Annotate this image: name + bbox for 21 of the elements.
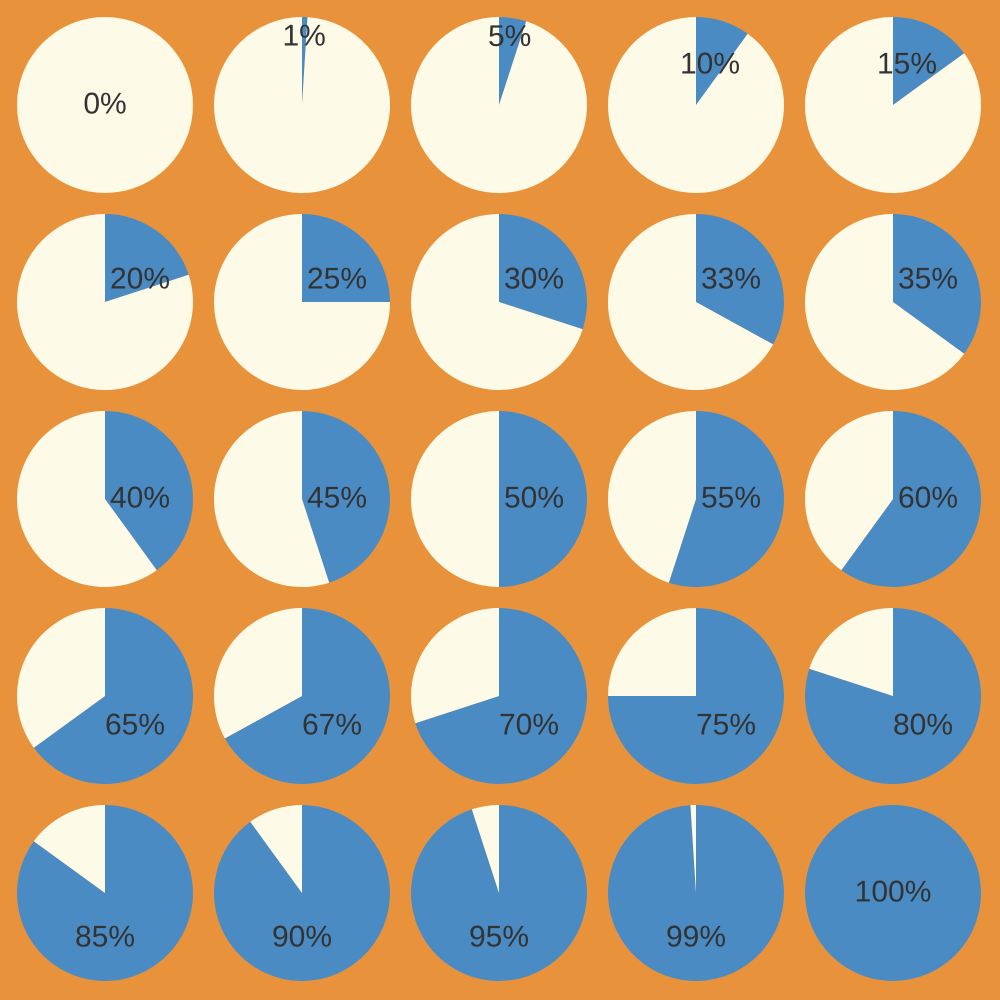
data-label: 50% — [504, 481, 564, 514]
data-label: 20% — [110, 262, 170, 296]
data-label: 33% — [700, 262, 762, 296]
data-label: 70% — [498, 708, 560, 742]
data-label: 80% — [892, 708, 954, 742]
data-label: 67% — [302, 708, 362, 742]
data-label: 95% — [468, 920, 530, 954]
data-label: 25% — [306, 262, 368, 296]
data-label: 60% — [898, 481, 958, 514]
data-label: 99% — [666, 920, 726, 954]
data-label: 85% — [74, 920, 136, 954]
data-label: 45% — [306, 481, 368, 514]
data-label: 100% — [854, 875, 932, 908]
data-label: 55% — [700, 481, 762, 514]
data-label: 75% — [696, 708, 756, 742]
data-label: 65% — [104, 708, 166, 742]
text: 0% — [83, 87, 127, 120]
data-label: 40% — [110, 481, 170, 514]
data-label: 90% — [272, 920, 332, 954]
data-label: 30% — [504, 262, 564, 296]
data-label: 35% — [898, 262, 958, 296]
